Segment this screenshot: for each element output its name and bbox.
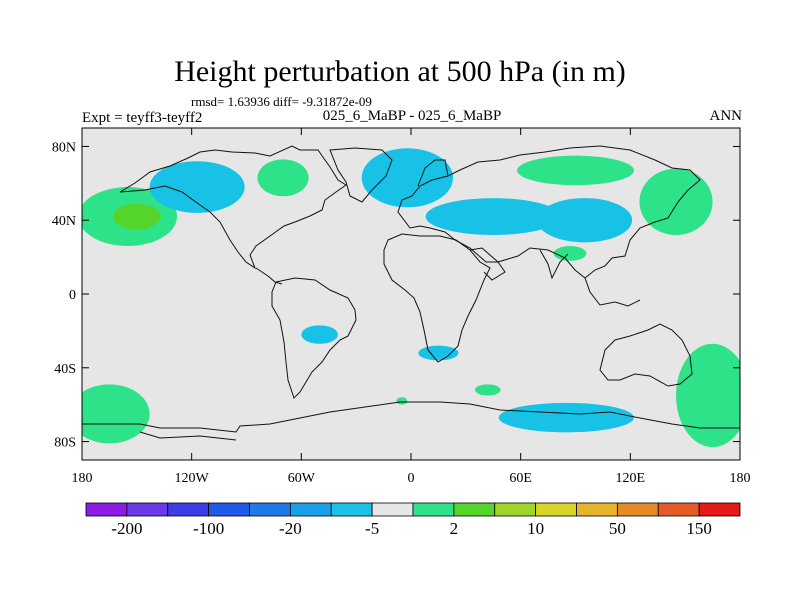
colorbar-labels: -200 -100 -20 -5 2 10 50 150: [111, 519, 712, 538]
region-south-pacific-high-west: [82, 384, 150, 444]
chart-title: Height perturbation at 500 hPa (in m): [174, 55, 626, 88]
coastline-africa: [383, 233, 491, 363]
region-atlantic-patch: [396, 397, 408, 405]
coastline-central-america: [255, 267, 283, 285]
coastline-scandinavia: [417, 159, 449, 187]
anomaly-regions: [82, 148, 740, 448]
experiment-label: Expt = teyff3-teyff2: [82, 110, 203, 126]
colorbar-box: [535, 502, 577, 517]
coastline-australia: [599, 323, 693, 387]
x-tick-label: 180: [72, 471, 93, 486]
region-indian-ocean-patch: [474, 384, 501, 396]
region-siberia-high: [517, 155, 634, 186]
region-north-pacific-core: [113, 203, 161, 230]
coastline-india: [539, 249, 569, 280]
colorbar-box: [289, 502, 332, 517]
coastline-arabia: [469, 247, 506, 281]
colorbar-label: -5: [365, 519, 379, 538]
x-tick-label: 60W: [288, 471, 316, 486]
colorbar-label: 50: [609, 519, 626, 538]
x-tick-label: 60E: [509, 471, 532, 486]
y-tick-label: 80S: [54, 436, 76, 451]
colorbar-box: [698, 502, 741, 517]
coastline-north-america: [119, 145, 347, 270]
x-tick-label: 120W: [175, 471, 210, 486]
y-tick-label: 80N: [52, 140, 76, 155]
coastline-antarctica: [82, 401, 740, 433]
coastline-eurasia: [397, 145, 701, 279]
x-tick-label: 180: [730, 471, 751, 486]
region-hudson-high: [257, 159, 309, 197]
y-tick-label: 40S: [54, 362, 76, 377]
colorbar-box: [494, 502, 537, 517]
colorbar-box: [371, 502, 414, 517]
colorbar-box: [616, 502, 659, 517]
region-alaska-low: [149, 161, 245, 213]
colorbar-box: [85, 502, 128, 517]
region-southern-ocean-low: [498, 402, 634, 433]
colorbar-box: [208, 502, 250, 517]
region-south-america-low: [301, 325, 338, 344]
colorbar-label: -100: [193, 519, 224, 538]
coastline-southeast-asia: [584, 277, 641, 307]
region-tibet-high: [553, 246, 587, 261]
colorbar-box: [412, 502, 455, 517]
y-tick-label: 0: [69, 288, 76, 303]
stats-text: rmsd= 1.63936 diff= -9.31872e-09: [191, 94, 372, 109]
region-europe-low: [425, 198, 561, 235]
x-tick-label: 0: [408, 471, 415, 486]
x-tick-label: 120E: [616, 471, 646, 486]
coastlines: [82, 145, 740, 441]
colorbar-label: -200: [111, 519, 142, 538]
colorbar-box: [330, 502, 373, 517]
y-tick-label: 40N: [52, 214, 76, 229]
coastline-greenland: [329, 147, 393, 203]
case-label: 025_6_MaBP - 025_6_MaBP: [322, 108, 502, 124]
colorbar-box: [576, 502, 618, 517]
colorbar-box: [167, 502, 210, 517]
coastline-south-america: [271, 277, 357, 399]
region-south-pacific-high-east: [676, 343, 740, 448]
coastline-antarctic-inner: [139, 431, 237, 441]
colorbar-boxes: [85, 502, 741, 517]
axes-frame: 180 120W 60W 0 60E 120E 180 80N 40N 0 40S 80S: [52, 127, 751, 486]
colorbar-label: -20: [279, 519, 302, 538]
colorbar-box: [249, 502, 291, 517]
colorbar-box: [657, 502, 700, 517]
season-label: ANN: [709, 108, 743, 124]
region-north-atlantic-low: [361, 148, 454, 208]
colorbar-box: [453, 502, 496, 517]
colorbar-label: 10: [527, 519, 544, 538]
colorbar-label: 2: [450, 519, 459, 538]
colorbar-box: [126, 502, 169, 517]
region-asia-low: [537, 198, 633, 243]
colorbar-label: 150: [686, 519, 712, 538]
